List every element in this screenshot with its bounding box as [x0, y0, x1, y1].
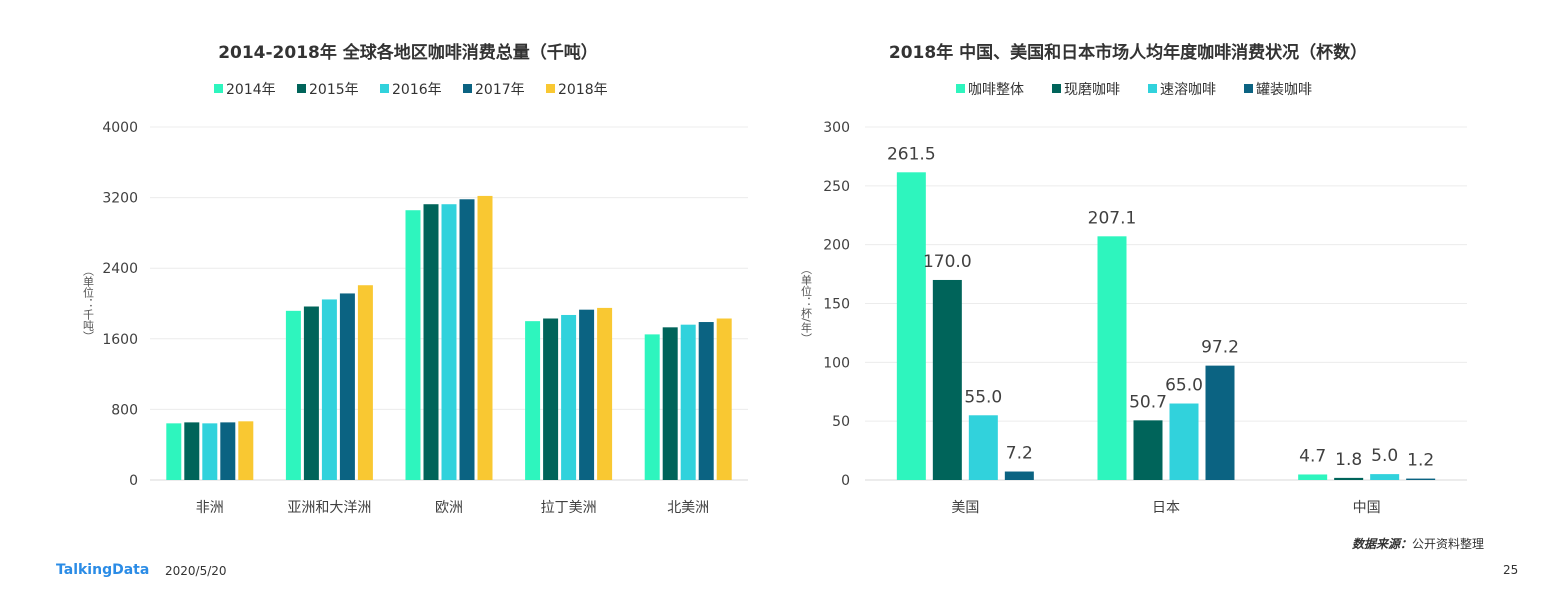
legend-label: 速溶咖啡 — [1160, 82, 1216, 98]
data-label: 261.5 — [887, 144, 936, 164]
legend-label: 咖啡整体 — [968, 82, 1024, 98]
chart-title: 2018年 中国、美国和日本市场人均年度咖啡消费状况（杯数） — [889, 42, 1367, 63]
x-category-label: 欧洲 — [435, 500, 463, 516]
bar — [716, 318, 732, 480]
bar — [896, 172, 926, 480]
y-tick-label: 3200 — [102, 191, 138, 207]
data-label: 207.1 — [1088, 208, 1137, 228]
y-axis-label: （单位：杯/年） — [800, 263, 813, 344]
data-source: 数据来源：公开资料整理 — [1352, 535, 1484, 552]
x-category-label: 北美洲 — [667, 500, 709, 516]
x-category-label: 拉丁美洲 — [541, 500, 597, 516]
bar — [1004, 471, 1034, 480]
legend-swatch — [956, 84, 965, 93]
legend-label: 现磨咖啡 — [1064, 82, 1120, 98]
bar — [680, 324, 696, 480]
logo: TalkingData — [56, 562, 150, 578]
bar — [441, 204, 457, 480]
data-label: 65.0 — [1165, 376, 1203, 396]
legend-swatch — [380, 84, 389, 93]
bar — [579, 309, 595, 480]
legend-label: 2018年 — [558, 82, 608, 98]
bar — [321, 299, 337, 480]
x-category-label: 非洲 — [196, 500, 224, 516]
bar — [477, 195, 493, 480]
data-label: 97.2 — [1201, 338, 1239, 358]
bar — [1406, 478, 1436, 480]
bar — [662, 327, 678, 480]
bar — [698, 322, 714, 480]
y-tick-label: 1600 — [102, 332, 138, 348]
bar — [1298, 474, 1328, 480]
data-label: 1.8 — [1335, 450, 1362, 470]
data-label: 5.0 — [1371, 446, 1398, 466]
bar — [202, 423, 218, 480]
bar — [405, 210, 421, 480]
bar — [1133, 420, 1163, 480]
chart-title: 2014-2018年 全球各地区咖啡消费总量（千吨） — [218, 42, 598, 63]
y-tick-label: 2400 — [102, 261, 138, 277]
data-label: 50.7 — [1129, 392, 1167, 412]
legend-label: 2015年 — [309, 82, 359, 98]
data-source-label: 数据来源： — [1352, 537, 1413, 551]
bar — [459, 199, 475, 481]
data-source-text: 公开资料整理 — [1412, 537, 1485, 551]
bar — [1097, 236, 1127, 480]
bar — [525, 321, 541, 480]
y-axis-label: （单位：千吨） — [82, 265, 95, 342]
bar — [357, 285, 373, 480]
bar — [932, 279, 962, 480]
bar — [184, 422, 200, 480]
bar — [597, 307, 613, 480]
bar — [220, 422, 236, 480]
legend-swatch — [1244, 84, 1253, 93]
y-tick-label: 300 — [823, 120, 850, 136]
bar — [1334, 477, 1364, 480]
x-category-label: 美国 — [951, 500, 979, 516]
x-category-label: 亚洲和大洋洲 — [287, 500, 371, 516]
bar — [1205, 365, 1235, 480]
legend-swatch — [1052, 84, 1061, 93]
y-tick-label: 4000 — [102, 120, 138, 136]
bar — [339, 293, 355, 480]
bar — [423, 204, 439, 480]
bar — [644, 334, 660, 480]
legend-swatch — [214, 84, 223, 93]
y-tick-label: 200 — [823, 238, 850, 254]
data-label: 1.2 — [1407, 451, 1434, 471]
y-tick-label: 0 — [841, 473, 850, 489]
y-tick-label: 100 — [823, 355, 850, 371]
legend-swatch — [546, 84, 555, 93]
x-category-label: 日本 — [1152, 500, 1180, 516]
y-tick-label: 250 — [823, 179, 850, 195]
bar — [303, 306, 319, 480]
y-tick-label: 50 — [832, 414, 850, 430]
legend-label: 2014年 — [226, 82, 276, 98]
y-tick-label: 150 — [823, 297, 850, 313]
bar — [285, 310, 301, 480]
data-label: 7.2 — [1006, 444, 1033, 464]
bar — [561, 314, 577, 480]
data-label: 4.7 — [1299, 446, 1326, 466]
legend-swatch — [1148, 84, 1157, 93]
bar — [166, 423, 182, 480]
legend-label: 罐装咖啡 — [1256, 82, 1312, 98]
legend-label: 2017年 — [475, 82, 525, 98]
bar — [1370, 474, 1400, 480]
bar — [238, 421, 254, 480]
y-tick-label: 0 — [129, 473, 138, 489]
page-number: 25 — [1503, 563, 1519, 577]
legend-swatch — [297, 84, 306, 93]
data-label: 55.0 — [964, 387, 1002, 407]
bar — [968, 415, 998, 480]
y-tick-label: 800 — [111, 402, 138, 418]
data-label: 170.0 — [923, 252, 972, 272]
date: 2020/5/20 — [165, 564, 227, 578]
bar — [543, 318, 559, 480]
legend-swatch — [463, 84, 472, 93]
legend-label: 2016年 — [392, 82, 442, 98]
x-category-label: 中国 — [1353, 500, 1381, 516]
bar — [1169, 403, 1199, 480]
